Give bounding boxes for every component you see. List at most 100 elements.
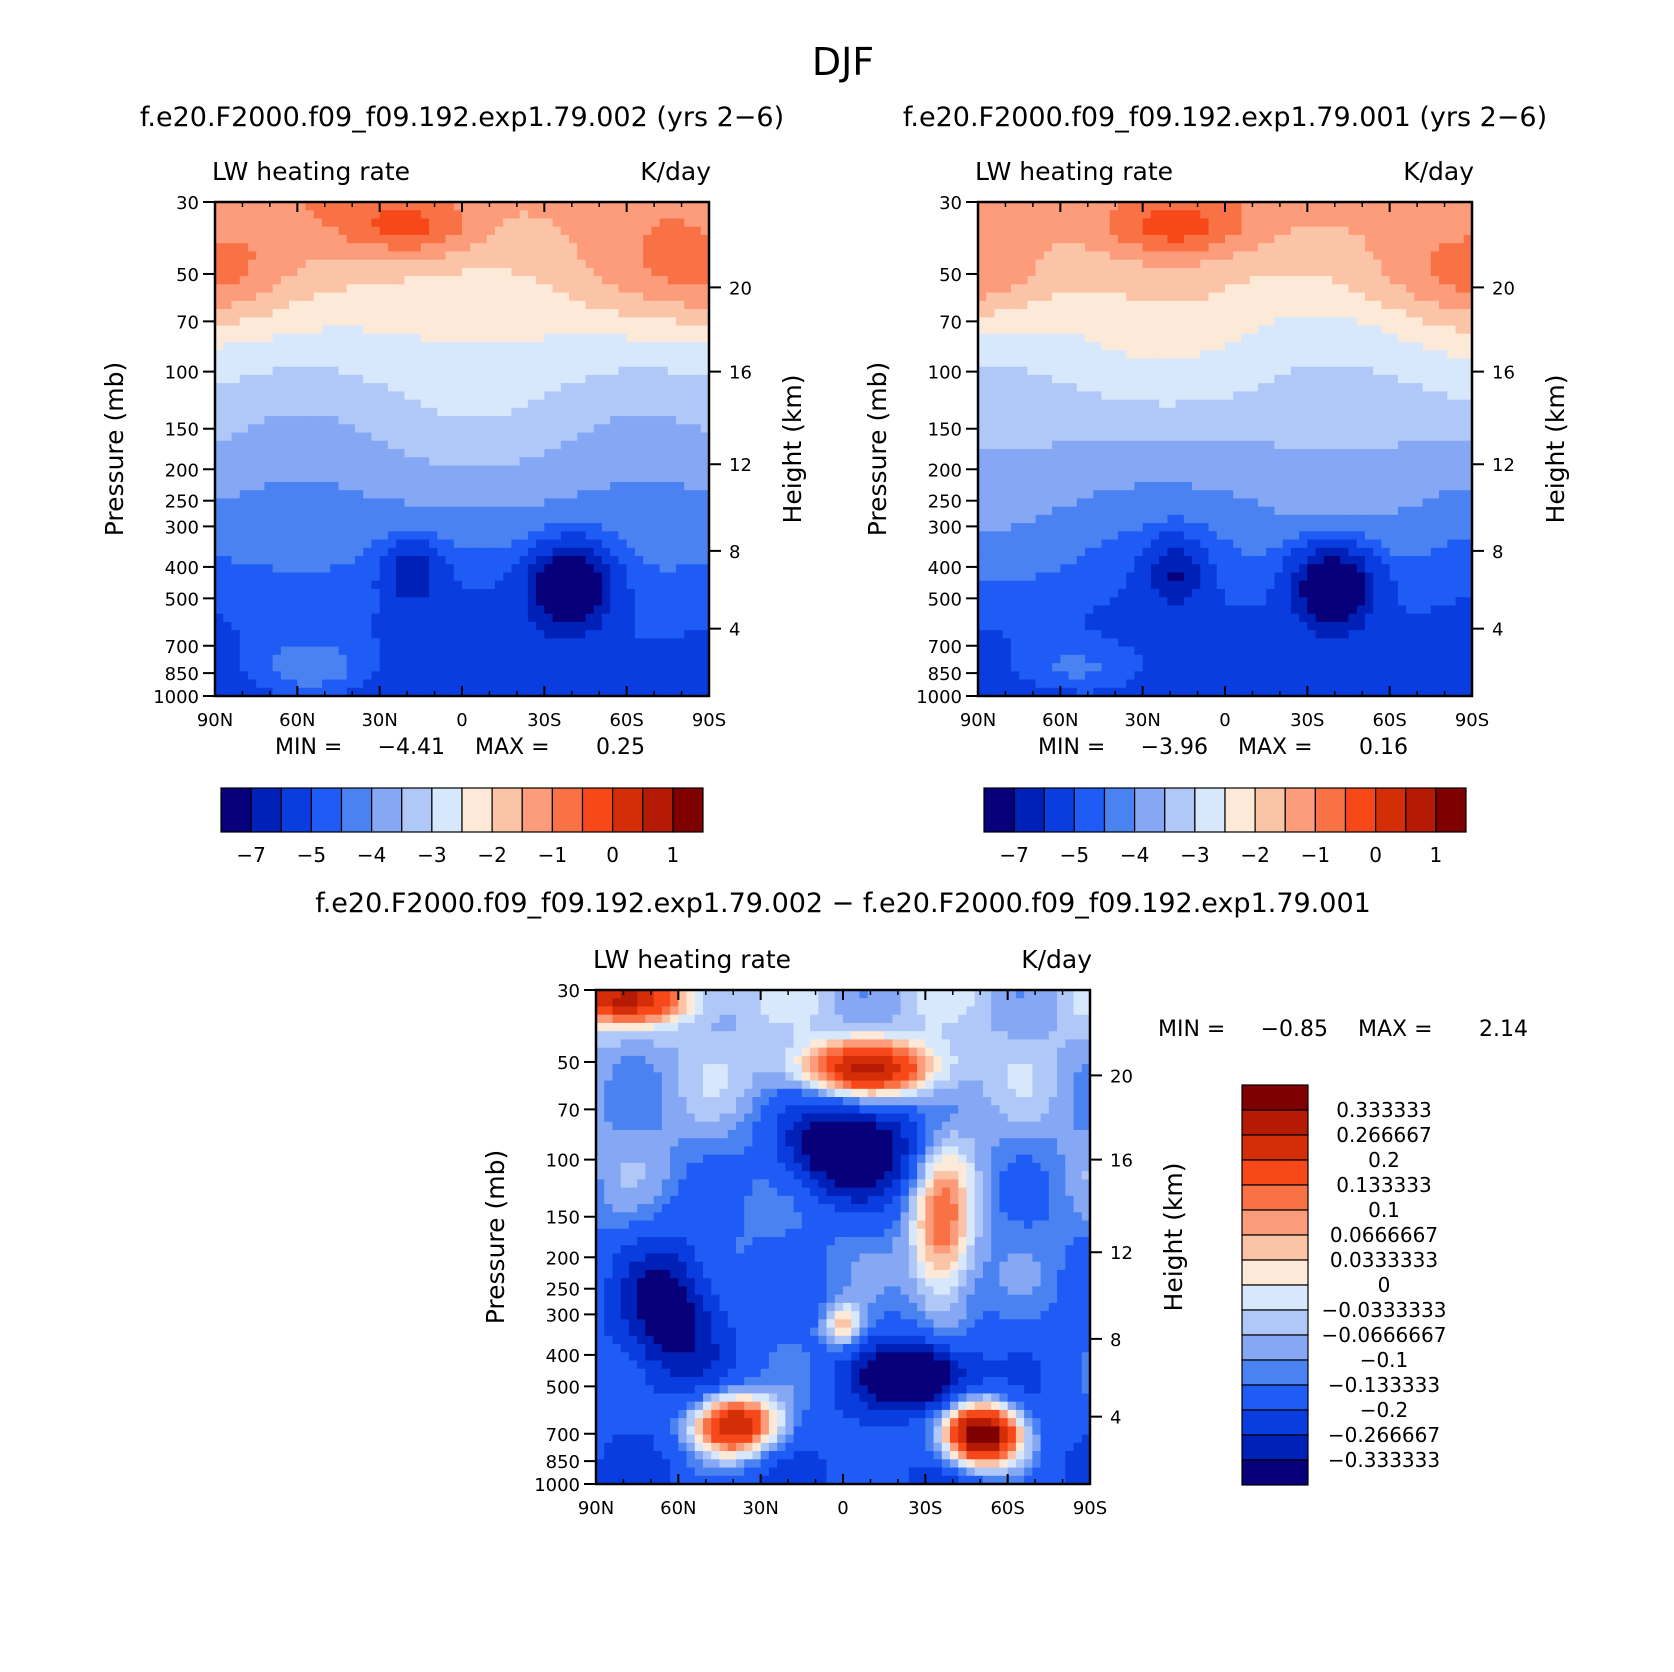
- field-cell: [264, 531, 274, 541]
- field-cell: [445, 350, 455, 360]
- field-cell: [363, 490, 373, 499]
- field-cell: [256, 547, 265, 557]
- field-cell: [585, 300, 595, 310]
- field-cell: [994, 292, 1004, 302]
- field-cell: [634, 366, 644, 376]
- field-cell: [585, 687, 595, 697]
- field-cell: [536, 333, 545, 343]
- field-cell: [223, 374, 233, 384]
- field-cell: [1002, 663, 1012, 672]
- field-cell: [552, 605, 562, 615]
- field-cell: [429, 506, 438, 516]
- field-cell: [1043, 341, 1053, 351]
- field-cell: [560, 350, 570, 360]
- field-cell: [363, 556, 373, 565]
- field-cell: [239, 350, 249, 360]
- field-cell: [478, 309, 488, 318]
- field-cell: [1035, 588, 1045, 598]
- field-cell: [215, 654, 224, 664]
- field-cell: [1093, 580, 1103, 590]
- field-cell: [667, 613, 677, 623]
- field-cell: [667, 325, 677, 335]
- field-cell: [610, 572, 620, 582]
- field-cell: [305, 399, 315, 409]
- field-cell: [700, 416, 710, 425]
- field-cell: [494, 300, 504, 310]
- field-cell: [1076, 564, 1086, 574]
- field-cell: [412, 490, 422, 499]
- field-cell: [404, 481, 414, 491]
- field-cell: [437, 267, 447, 277]
- field-cell: [396, 399, 405, 409]
- field-cell: [676, 440, 685, 450]
- field-cell: [437, 514, 447, 524]
- field-cell: [1117, 481, 1127, 491]
- field-cell: [1068, 292, 1078, 302]
- field-cell: [610, 399, 620, 409]
- field-cell: [519, 259, 529, 269]
- field-cell: [643, 539, 652, 549]
- colorbar-tick-label: −4: [357, 843, 386, 867]
- field-cell: [676, 547, 685, 557]
- field-cell: [577, 440, 587, 450]
- field-cell: [453, 267, 463, 277]
- field-cell: [387, 523, 397, 532]
- field-cell: [223, 621, 233, 631]
- field-cell: [354, 506, 364, 516]
- field-cell: [404, 416, 414, 425]
- field-cell: [486, 630, 496, 639]
- field-cell: [1043, 243, 1053, 252]
- field-cell: [231, 407, 241, 417]
- field-cell: [322, 679, 331, 689]
- field-cell: [354, 547, 364, 557]
- field-cell: [478, 556, 488, 565]
- field-cell: [986, 440, 996, 450]
- field-cell: [1142, 350, 1152, 360]
- field-cell: [634, 539, 644, 549]
- field-cell: [1142, 309, 1152, 318]
- field-cell: [239, 663, 249, 672]
- field-cell: [1019, 432, 1028, 442]
- field-cell: [676, 341, 685, 351]
- field-cell: [577, 407, 587, 417]
- colorbar-swatch: [551, 787, 584, 833]
- field-cell: [1101, 687, 1111, 697]
- field-cell: [503, 259, 512, 269]
- field-cell: [659, 276, 669, 285]
- field-cell: [297, 556, 307, 565]
- field-cell: [643, 440, 652, 450]
- field-cell: [371, 243, 381, 252]
- field-cell: [338, 547, 348, 557]
- field-cell: [659, 621, 669, 631]
- field-cell: [585, 374, 595, 384]
- field-cell: [544, 663, 554, 672]
- field-cell: [536, 276, 545, 285]
- field-cell: [1010, 333, 1020, 343]
- field-cell: [511, 259, 521, 269]
- field-cell: [338, 391, 348, 401]
- field-cell: [264, 621, 274, 631]
- field-cell: [305, 416, 315, 425]
- field-cell: [552, 597, 562, 607]
- field-cell: [486, 679, 496, 689]
- field-cell: [692, 465, 702, 475]
- field-cell: [1085, 597, 1094, 607]
- field-cell: [634, 547, 644, 557]
- field-cell: [1043, 679, 1053, 689]
- colorbar-swatch: [371, 787, 403, 833]
- field-cell: [1060, 490, 1070, 499]
- field-cell: [379, 588, 389, 598]
- field-cell: [1085, 514, 1094, 524]
- field-cell: [1002, 234, 1012, 244]
- field-cell: [626, 473, 636, 483]
- field-cell: [429, 202, 438, 211]
- height-tick-label: 4: [729, 620, 740, 641]
- field-cell: [1010, 292, 1020, 302]
- field-cell: [1085, 333, 1094, 343]
- field-cell: [379, 226, 389, 236]
- field-cell: [363, 350, 373, 360]
- field-cell: [593, 284, 603, 294]
- field-cell: [363, 267, 373, 277]
- field-cell: [544, 465, 554, 475]
- field-cell: [601, 630, 611, 639]
